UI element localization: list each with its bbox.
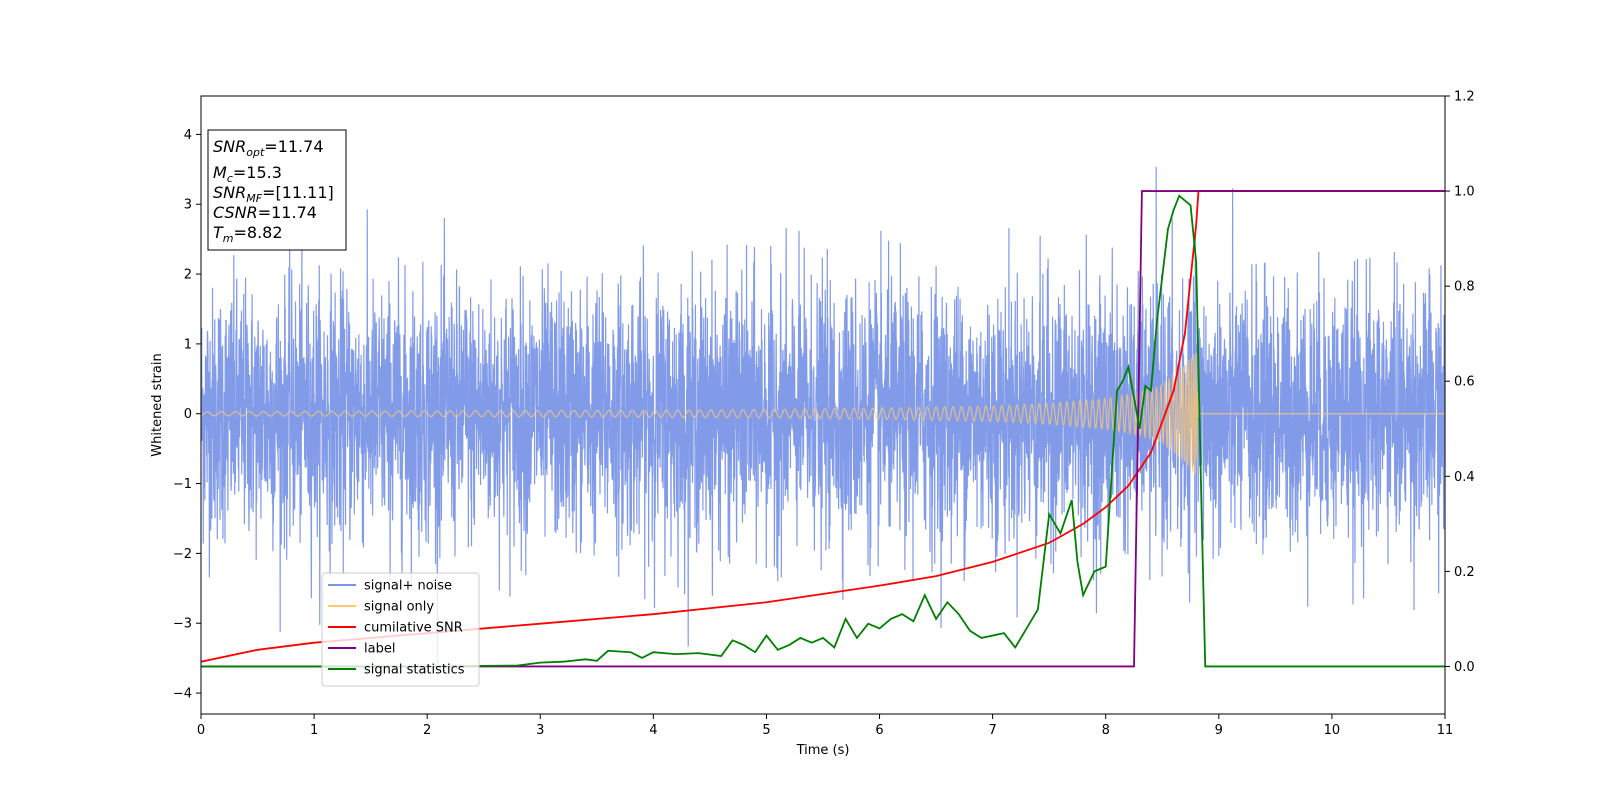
y2-tick-label: 0.0 [1454,660,1475,675]
legend-label: cumilative SNR [364,621,463,636]
legend-box [321,572,480,687]
info-value: =8.82 [234,223,283,242]
legend-label: signal statistics [364,663,465,678]
info-symbol: M [213,163,227,182]
series-signal-only [201,352,1445,475]
info-box-frame [207,129,347,251]
axes-frame [200,95,1446,715]
x-tick-label: 0 [197,723,205,738]
x-tick-label: 5 [762,723,770,738]
info-line: SNRopt=11.74 [213,137,324,159]
x-tick-label: 10 [1324,723,1341,738]
y-tick-label: −1 [173,477,192,492]
y2-tick-label: 0.2 [1454,565,1475,580]
legend-label: label [364,642,395,657]
x-tick-label: 11 [1437,723,1454,738]
info-symbol: SNR [213,183,246,202]
axes: 0 1 2 3 4 5 6 7 8 9 10 11 −4 −3 −2 −1 0 1 2 3 4 0.0 0.2 0.4 0.6 0… [173,90,1475,739]
y-tick-label: 3 [184,198,192,213]
info-line: Tm=8.82 [213,223,283,245]
info-symbol: T [213,223,224,242]
y-tick-label: 2 [184,268,192,283]
x-tick-label: 8 [1102,723,1110,738]
x-tick-label: 1 [310,723,318,738]
info-subscript: MF [246,192,262,205]
y-tick-label: −4 [173,687,192,702]
y2-tick-label: 0.4 [1454,470,1475,485]
x-tick-label: 9 [1215,723,1223,738]
y2-tick-label: 0.8 [1454,280,1475,295]
legend: signal+ noise signal only cumilative SNR la… [321,572,480,687]
info-subscript: c [227,172,233,185]
series-signal-noise [201,166,1445,664]
legend-label: signal+ noise [364,579,452,594]
y2-tick-label: 0.6 [1454,375,1475,390]
y-tick-label: 0 [184,407,192,422]
info-box: SNRopt=11.74Mc=15.3SNRMF=[11.11]CSNR=11.… [207,129,347,251]
x-tick-label: 4 [649,723,657,738]
info-symbol: SNR [213,137,246,156]
y-tick-label: −3 [173,617,192,632]
x-axis-title: Time (s) [796,743,850,758]
info-line: CSNR=11.74 [213,203,317,222]
info-value: =[11.11] [262,183,334,202]
info-line: SNRMF=[11.11] [213,183,334,205]
info-symbol: CSNR [213,203,258,222]
x-tick-label: 7 [988,723,996,738]
y-axis-title: Whitened strain [150,353,165,456]
info-subscript: m [223,232,234,245]
y2-tick-label: 1.2 [1454,90,1475,105]
series-signal-statistics [201,194,1445,668]
info-subscript: opt [246,146,265,159]
y2-tick-label: 1.0 [1454,185,1475,200]
x-tick-label: 6 [875,723,883,738]
info-line: Mc=15.3 [213,163,282,185]
info-value: =11.74 [258,203,317,222]
y-tick-label: −2 [173,547,192,562]
y-tick-label: 1 [184,337,192,352]
info-value: =15.3 [233,163,282,182]
y-tick-label: 4 [184,128,192,143]
series-label [201,190,1445,668]
legend-label: signal only [364,600,434,615]
x-tick-label: 3 [536,723,544,738]
info-value: =11.74 [264,137,323,156]
x-tick-label: 2 [423,723,431,738]
